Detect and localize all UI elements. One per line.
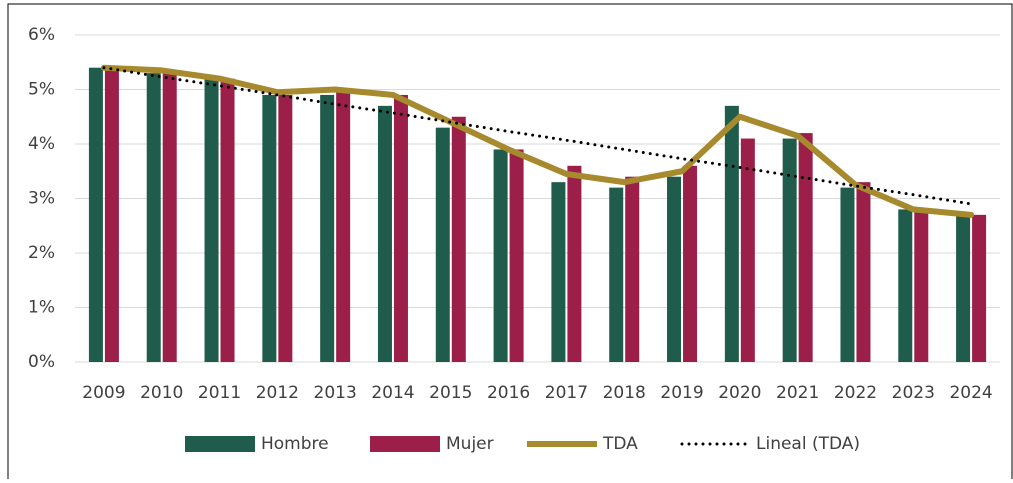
bar [609, 187, 624, 362]
bar [856, 182, 871, 362]
x-tick-label: 2015 [429, 383, 472, 403]
bar [262, 94, 277, 362]
bar [88, 67, 103, 362]
bar [667, 176, 682, 362]
x-tick-label: 2009 [82, 383, 125, 403]
x-tick-label: 2014 [371, 383, 414, 403]
bar [683, 165, 698, 362]
bar [914, 209, 929, 362]
bar [146, 73, 161, 363]
bar [782, 138, 797, 362]
bar [509, 149, 524, 362]
bar [840, 187, 855, 362]
y-tick-label: 2% [28, 243, 55, 263]
x-tick-label: 2020 [718, 383, 761, 403]
x-tick-label: 2022 [834, 383, 877, 403]
legend-swatch [185, 436, 255, 452]
legend-label: Mujer [446, 434, 494, 454]
bar [898, 209, 913, 362]
bar [551, 182, 566, 362]
bar [493, 149, 508, 362]
bar [162, 73, 177, 363]
bar [435, 127, 450, 363]
legend-swatch [370, 436, 440, 452]
y-tick-label: 4% [28, 134, 55, 154]
legend-label: Hombre [261, 434, 329, 454]
bar [956, 214, 971, 362]
bar [320, 94, 335, 362]
x-tick-label: 2013 [314, 383, 357, 403]
y-tick-label: 5% [28, 80, 55, 100]
x-tick-label: 2017 [545, 383, 588, 403]
bar [204, 78, 219, 362]
frame [7, 3, 1013, 483]
bar [625, 176, 640, 362]
bar [740, 138, 755, 362]
bar [798, 133, 813, 362]
x-tick-label: 2018 [603, 383, 646, 403]
bar [393, 94, 408, 362]
bar [451, 116, 466, 362]
x-tick-label: 2016 [487, 383, 530, 403]
bar [278, 94, 293, 362]
x-tick-label: 2012 [256, 383, 299, 403]
bar [567, 165, 582, 362]
line [100, 64, 975, 218]
bar [220, 78, 235, 362]
bar [104, 67, 119, 362]
x-tick-label: 2010 [140, 383, 183, 403]
legend-label: TDA [602, 434, 638, 454]
x-tick-label: 2021 [776, 383, 819, 403]
bar [377, 105, 392, 362]
legend-label: Lineal (TDA) [756, 434, 860, 454]
x-tick-label: 2011 [198, 383, 241, 403]
bar [336, 89, 351, 362]
x-tick-label: 2019 [660, 383, 703, 403]
bar [724, 105, 739, 362]
y-tick-label: 6% [28, 25, 55, 45]
y-tick-label: 0% [28, 352, 55, 372]
x-tick-label: 2023 [892, 383, 935, 403]
x-tick-label: 2024 [949, 383, 992, 403]
trend-line [102, 66, 973, 206]
y-tick-label: 3% [28, 189, 55, 209]
bar [972, 214, 987, 362]
y-tick-label: 1% [28, 298, 55, 318]
